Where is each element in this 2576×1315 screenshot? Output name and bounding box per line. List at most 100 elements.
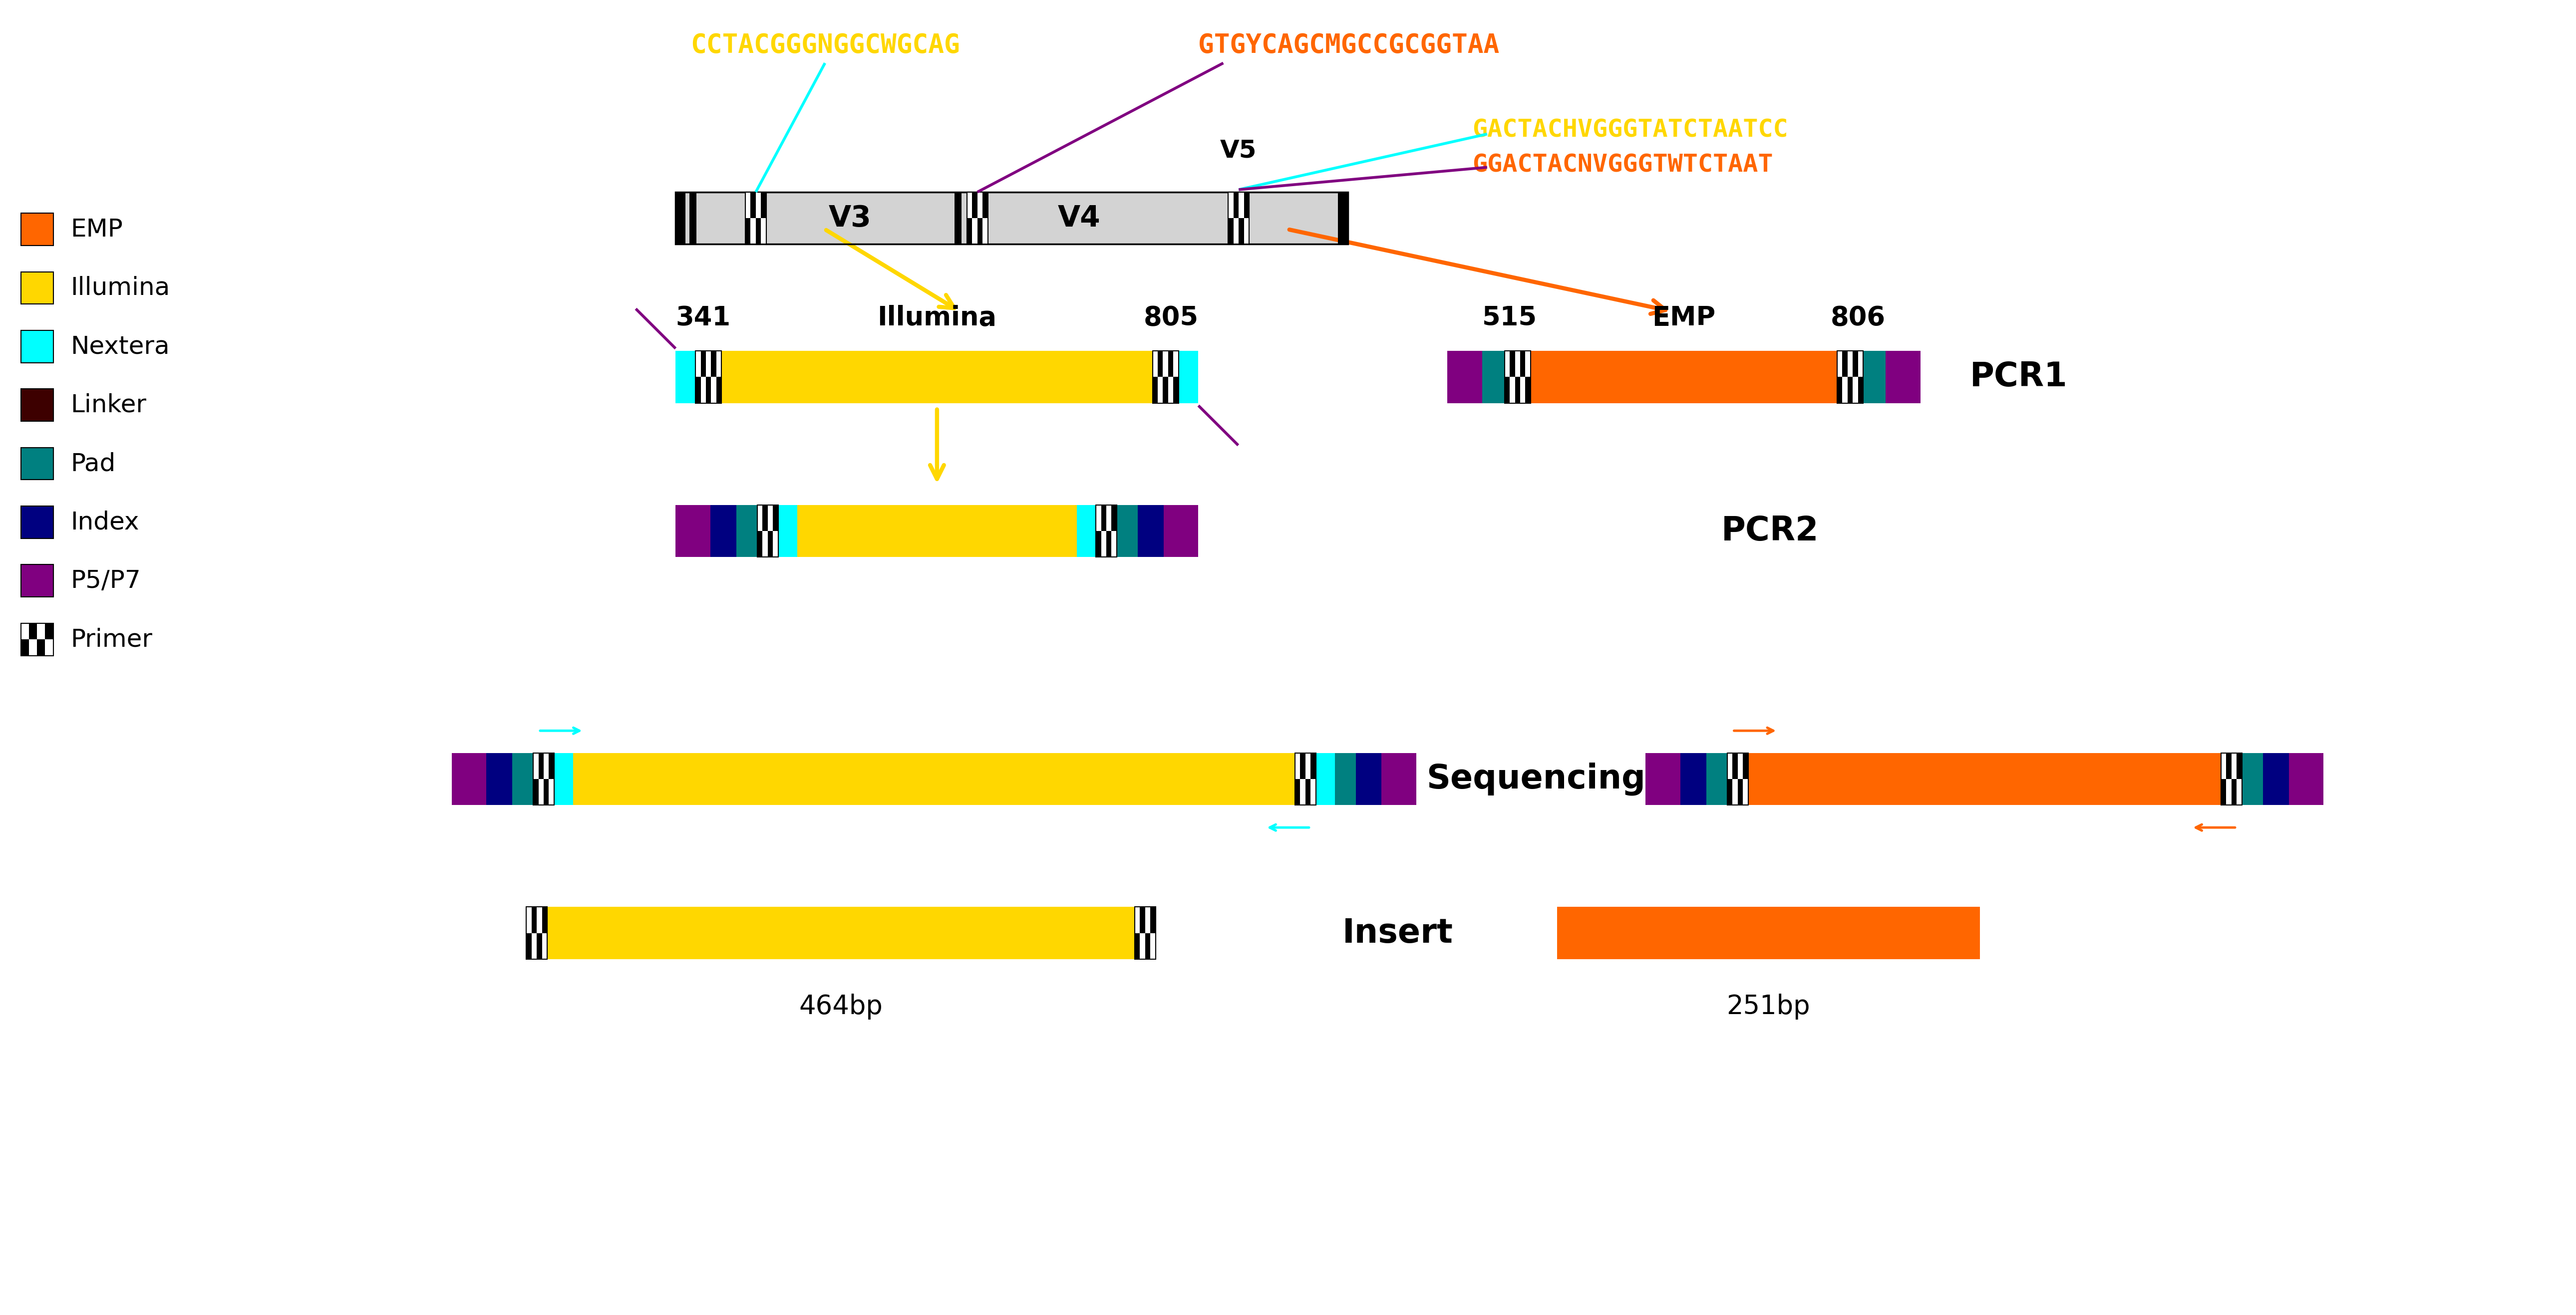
Text: V4: V4 <box>1059 204 1100 233</box>
Bar <box>533 753 554 805</box>
Text: Index: Index <box>70 510 139 534</box>
Bar <box>2226 778 2231 805</box>
Bar <box>46 623 54 639</box>
Bar <box>675 192 1347 245</box>
Text: V5: V5 <box>1221 138 1257 162</box>
Bar <box>768 505 773 531</box>
Bar <box>1151 377 1157 404</box>
Bar <box>1229 218 1234 245</box>
Bar <box>976 192 981 218</box>
Bar <box>2221 778 2226 805</box>
Bar <box>1726 753 1731 778</box>
Bar <box>1095 505 1118 558</box>
Bar <box>750 218 755 245</box>
Text: GTGYCAGCMGCCGCGGTAA: GTGYCAGCMGCCGCGGTAA <box>1198 33 1499 59</box>
Bar <box>1448 351 1481 404</box>
Bar <box>778 505 796 558</box>
Bar <box>1139 505 1164 558</box>
Bar <box>2231 753 2236 778</box>
Bar <box>536 934 541 959</box>
Bar <box>690 192 696 245</box>
Text: Nextera: Nextera <box>70 334 170 359</box>
Bar <box>796 505 1077 558</box>
Bar <box>966 192 987 245</box>
Bar <box>1530 351 1837 404</box>
Bar <box>773 505 778 531</box>
Bar <box>757 505 762 531</box>
Text: 341: 341 <box>675 305 732 331</box>
Bar <box>675 351 696 404</box>
Bar <box>1481 351 1504 404</box>
Bar <box>1244 192 1249 218</box>
Bar <box>1146 907 1151 934</box>
Bar <box>757 505 778 558</box>
Bar <box>981 218 987 245</box>
Bar <box>2287 753 2324 805</box>
Bar <box>1847 377 1852 404</box>
Bar <box>976 218 981 245</box>
Bar <box>1110 531 1118 558</box>
Bar <box>2231 778 2236 805</box>
Bar <box>1100 531 1105 558</box>
Bar <box>711 351 716 377</box>
Bar <box>1133 934 1141 959</box>
Bar <box>1731 753 1739 778</box>
Bar <box>526 907 546 959</box>
Bar <box>2236 778 2241 805</box>
Bar <box>1705 753 1726 805</box>
Bar <box>1301 778 1306 805</box>
Bar <box>536 907 541 934</box>
Bar <box>554 753 572 805</box>
Text: GGACTACNVGGGTWTCTAAT: GGACTACNVGGGTWTCTAAT <box>1473 153 1772 176</box>
Bar <box>1157 351 1162 377</box>
Text: EMP: EMP <box>70 217 124 242</box>
Bar <box>1172 351 1177 377</box>
Bar <box>451 753 487 805</box>
Bar <box>1151 934 1157 959</box>
Bar <box>541 907 546 934</box>
Bar <box>1157 377 1162 404</box>
Text: Primer: Primer <box>70 627 152 651</box>
Bar <box>1837 351 1842 377</box>
Bar <box>526 934 531 959</box>
Bar <box>541 934 546 959</box>
Bar <box>1311 753 1316 778</box>
Bar <box>1151 907 1157 934</box>
Bar <box>1306 753 1311 778</box>
Bar <box>1133 907 1157 959</box>
Bar <box>2236 753 2241 778</box>
Bar <box>1837 377 1842 404</box>
Bar <box>1105 505 1110 531</box>
Text: 806: 806 <box>1832 305 1886 331</box>
Bar <box>773 531 778 558</box>
Bar <box>1525 377 1530 404</box>
Bar <box>21 330 54 363</box>
Bar <box>533 778 538 805</box>
Bar <box>721 351 1151 404</box>
Bar <box>1842 351 1847 377</box>
Bar <box>1504 351 1530 404</box>
Bar <box>1164 505 1198 558</box>
Bar <box>21 623 54 655</box>
Bar <box>744 192 750 218</box>
Bar <box>21 389 54 421</box>
Bar <box>533 753 538 778</box>
Text: Pad: Pad <box>70 451 116 476</box>
Bar <box>706 351 711 377</box>
Bar <box>1520 351 1525 377</box>
Bar <box>696 377 701 404</box>
Bar <box>1229 192 1234 218</box>
Bar <box>538 753 544 778</box>
Bar <box>1239 192 1244 218</box>
Bar <box>36 639 46 655</box>
Bar <box>757 531 762 558</box>
Bar <box>538 778 544 805</box>
Bar <box>1167 377 1172 404</box>
Bar <box>1726 778 1731 805</box>
Bar <box>2221 753 2226 778</box>
Bar <box>716 377 721 404</box>
Text: 464bp: 464bp <box>799 994 884 1019</box>
Bar <box>1239 218 1244 245</box>
Bar <box>1515 351 1520 377</box>
Bar <box>1296 753 1316 805</box>
